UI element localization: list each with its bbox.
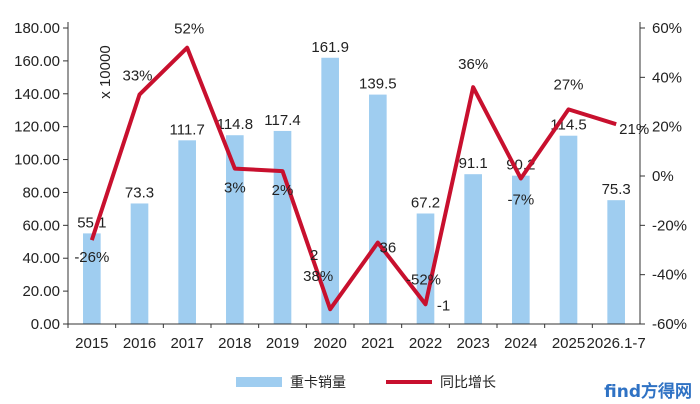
y-left-tick-label: 180.00 [14,20,60,37]
legend-label-growth: 同比增长 [440,375,496,391]
bar-value-label: 67.2 [411,194,440,211]
extra-label: 2 [310,247,318,264]
chart: 0.00 20.00 40.00 60.00 80.00 100.00 120.00 140.… [14,20,687,352]
extra-label: -1 [437,297,450,314]
growth-value-label: -7% [507,191,534,208]
y-left-tick-label: 40.00 [22,250,60,267]
growth-value-label: 33% [122,68,152,85]
x-tick-label: 2019 [266,335,299,352]
legend-swatch-bar [236,377,282,387]
bar-value-label: 75.3 [602,181,631,198]
bar-value-label: 91.1 [459,155,488,172]
growth-value-label: 27% [553,76,583,93]
bar-value-label: 161.9 [311,39,349,56]
y-right-tick-label: -60% [652,316,687,333]
x-tick-label: 2018 [218,335,251,352]
x-tick-label: 2017 [170,335,203,352]
y-left-tick-label: 60.00 [22,217,60,234]
bar-value-label: 117.4 [264,112,300,129]
y-left-tick-label: 160.00 [14,53,60,70]
y-right-tick-label: 40% [652,69,682,86]
y-left-tick-label: 140.00 [14,86,60,103]
growth-value-label: 36% [458,56,488,73]
y-right-tick-label: -40% [652,267,687,284]
growth-value-label: 38% [303,268,333,285]
y-left-tick-label: 80.00 [22,184,60,201]
bar-value-label: 73.3 [125,184,154,201]
bar [178,140,196,324]
bar-value-label: 139.5 [359,76,397,93]
bar-value-label: 114.8 [217,116,253,133]
x-tick-label: 2025 [552,335,585,352]
bar [226,135,244,324]
x-tick-label: 2022 [409,335,442,352]
x-tick-label: 2023 [456,335,489,352]
growth-value-label: -52% [406,271,441,288]
legend-item-growth: 同比增长 [386,372,496,392]
bar [321,57,339,325]
bar [83,233,101,324]
legend-label-sales: 重卡销量 [290,375,346,391]
y-right-tick-label: 20% [652,119,682,136]
x-tick-label: 2015 [75,335,108,352]
growth-value-label: 2% [272,182,294,199]
growth-value-label: -26% [74,249,109,266]
bar [607,200,625,324]
y-right-tick-label: -20% [652,217,687,234]
legend: 重卡销量 同比增长 [236,370,536,394]
bar [130,203,149,324]
growth-line [89,45,617,312]
watermark-logo: find方得网 [604,382,692,402]
y-right-tick-label: 0% [652,168,674,185]
y-left-unit-label: x 10000 [97,45,114,98]
y-left-tick-label: 120.00 [14,119,60,136]
x-tick-label: 2024 [504,335,537,352]
growth-value-label: 36 [379,240,396,257]
bar [559,135,578,324]
bar [369,94,387,324]
legend-item-sales: 重卡销量 [236,372,346,392]
bar-value-label: 111.7 [170,121,205,138]
x-tick-label: 2026.1-7 [587,335,646,352]
growth-value-label: 3% [224,180,246,197]
y-left-tick-label: 100.00 [14,152,60,169]
bar [512,175,530,324]
y-left-tick-label: 0.00 [31,316,60,333]
growth-value-label: 21% [619,121,649,138]
x-tick-label: 2020 [313,335,346,352]
y-left-tick-label: 20.00 [22,283,60,300]
x-tick-label: 2021 [361,335,394,352]
x-tick-label: 2016 [123,335,156,352]
y-right-tick-label: 60% [652,20,682,37]
bar [464,174,482,324]
growth-value-label: 52% [174,21,204,38]
bar-value-label: 55.1 [77,214,106,231]
legend-swatch-line [386,380,432,384]
bar [273,130,292,324]
